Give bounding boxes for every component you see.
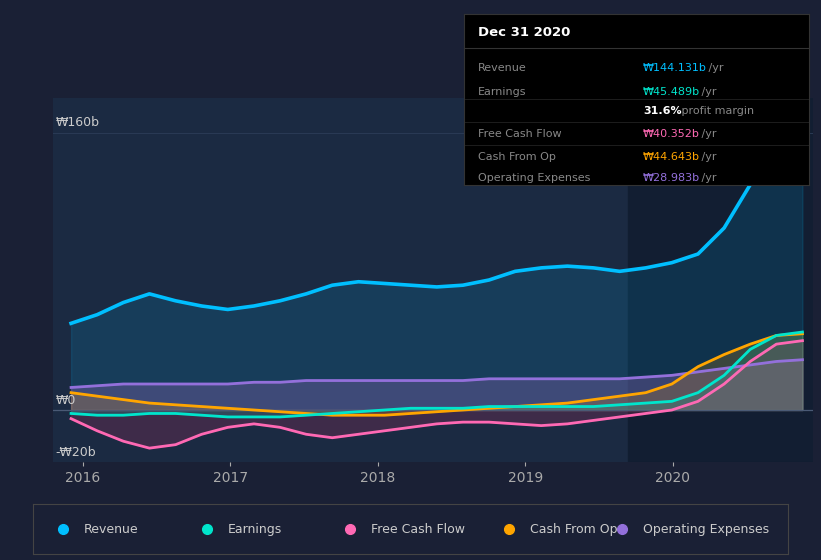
Text: /yr: /yr xyxy=(699,87,717,97)
Text: /yr: /yr xyxy=(699,152,717,162)
Text: ₩160b: ₩160b xyxy=(56,116,99,129)
Text: ₩45.489b: ₩45.489b xyxy=(643,87,700,97)
Text: 31.6%: 31.6% xyxy=(643,106,681,116)
Text: Operating Expenses: Operating Expenses xyxy=(478,173,590,183)
Text: Cash From Op: Cash From Op xyxy=(530,522,617,536)
Text: ₩0: ₩0 xyxy=(56,394,76,407)
Text: Operating Expenses: Operating Expenses xyxy=(643,522,769,536)
Text: /yr: /yr xyxy=(699,173,717,183)
Text: Cash From Op: Cash From Op xyxy=(478,152,556,162)
Text: -₩20b: -₩20b xyxy=(56,446,96,459)
Text: ₩28.983b: ₩28.983b xyxy=(643,173,700,183)
Bar xyxy=(628,98,820,462)
Text: Free Cash Flow: Free Cash Flow xyxy=(478,129,562,139)
Text: Revenue: Revenue xyxy=(478,63,526,73)
Text: /yr: /yr xyxy=(699,129,717,139)
Text: profit margin: profit margin xyxy=(677,106,754,116)
Text: Free Cash Flow: Free Cash Flow xyxy=(371,522,466,536)
Text: ₩40.352b: ₩40.352b xyxy=(643,129,700,139)
Text: Dec 31 2020: Dec 31 2020 xyxy=(478,26,570,39)
Text: ₩144.131b: ₩144.131b xyxy=(643,63,707,73)
Text: Earnings: Earnings xyxy=(478,87,526,97)
Text: Revenue: Revenue xyxy=(85,522,139,536)
Text: ₩44.643b: ₩44.643b xyxy=(643,152,700,162)
Text: /yr: /yr xyxy=(705,63,724,73)
Text: Earnings: Earnings xyxy=(227,522,282,536)
